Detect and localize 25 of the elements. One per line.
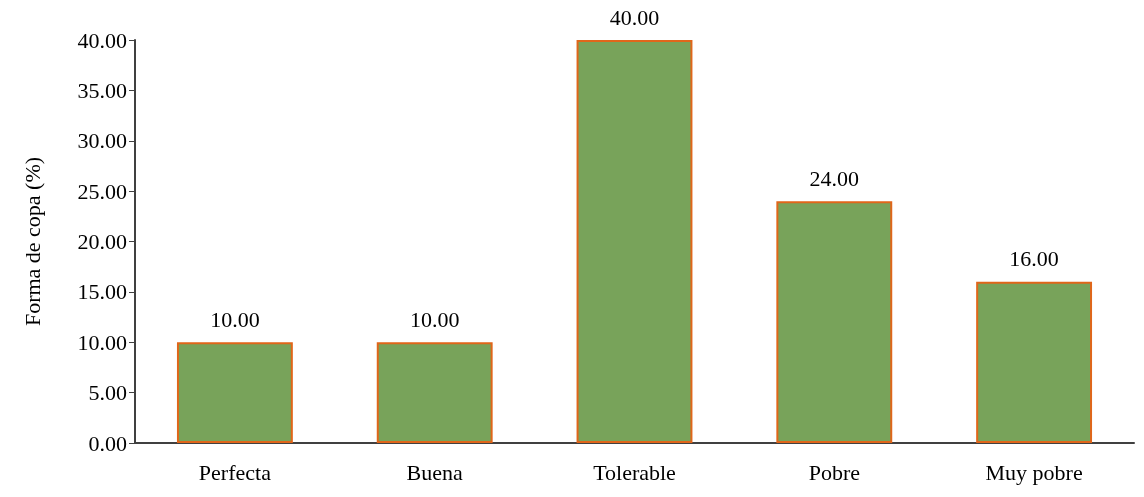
bar	[576, 40, 693, 443]
y-axis-title: Forma de copa (%)	[19, 156, 45, 327]
x-tick-label: Tolerable	[593, 459, 676, 485]
x-tick-label: Muy pobre	[985, 459, 1083, 485]
y-tick-label: 40.00	[77, 27, 127, 53]
y-tick-label: 20.00	[77, 229, 127, 254]
data-label: 40.00	[609, 4, 660, 30]
bar	[776, 201, 893, 443]
bar	[376, 342, 493, 443]
y-tick-label: 0.00	[88, 430, 127, 456]
data-label: 10.00	[210, 306, 260, 332]
y-tick-label: 30.00	[77, 128, 127, 154]
y-tick-label: 5.00	[88, 380, 127, 406]
x-tick-label: Buena	[406, 459, 464, 485]
bar	[176, 342, 293, 443]
x-tick-label: Perfecta	[198, 459, 272, 485]
y-tick-label: 35.00	[77, 77, 127, 103]
data-label: 10.00	[409, 306, 460, 332]
data-label: 24.00	[809, 165, 860, 191]
y-tick-label: 25.00	[77, 178, 127, 204]
y-tick-label: 15.00	[77, 279, 127, 305]
bar	[976, 281, 1093, 443]
x-tick-label: Pobre	[808, 459, 860, 485]
y-tick-label: 10.00	[77, 329, 127, 355]
data-label: 16.00	[1009, 246, 1059, 272]
